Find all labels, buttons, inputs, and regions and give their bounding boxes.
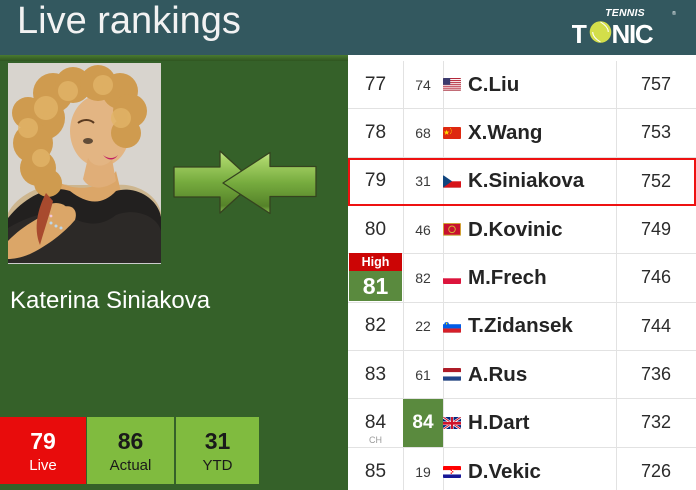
- svg-text:T: T: [572, 19, 587, 47]
- svg-text:NIC: NIC: [612, 19, 654, 47]
- svg-text:®: ®: [672, 10, 676, 17]
- svg-text:TENNIS: TENNIS: [605, 7, 645, 19]
